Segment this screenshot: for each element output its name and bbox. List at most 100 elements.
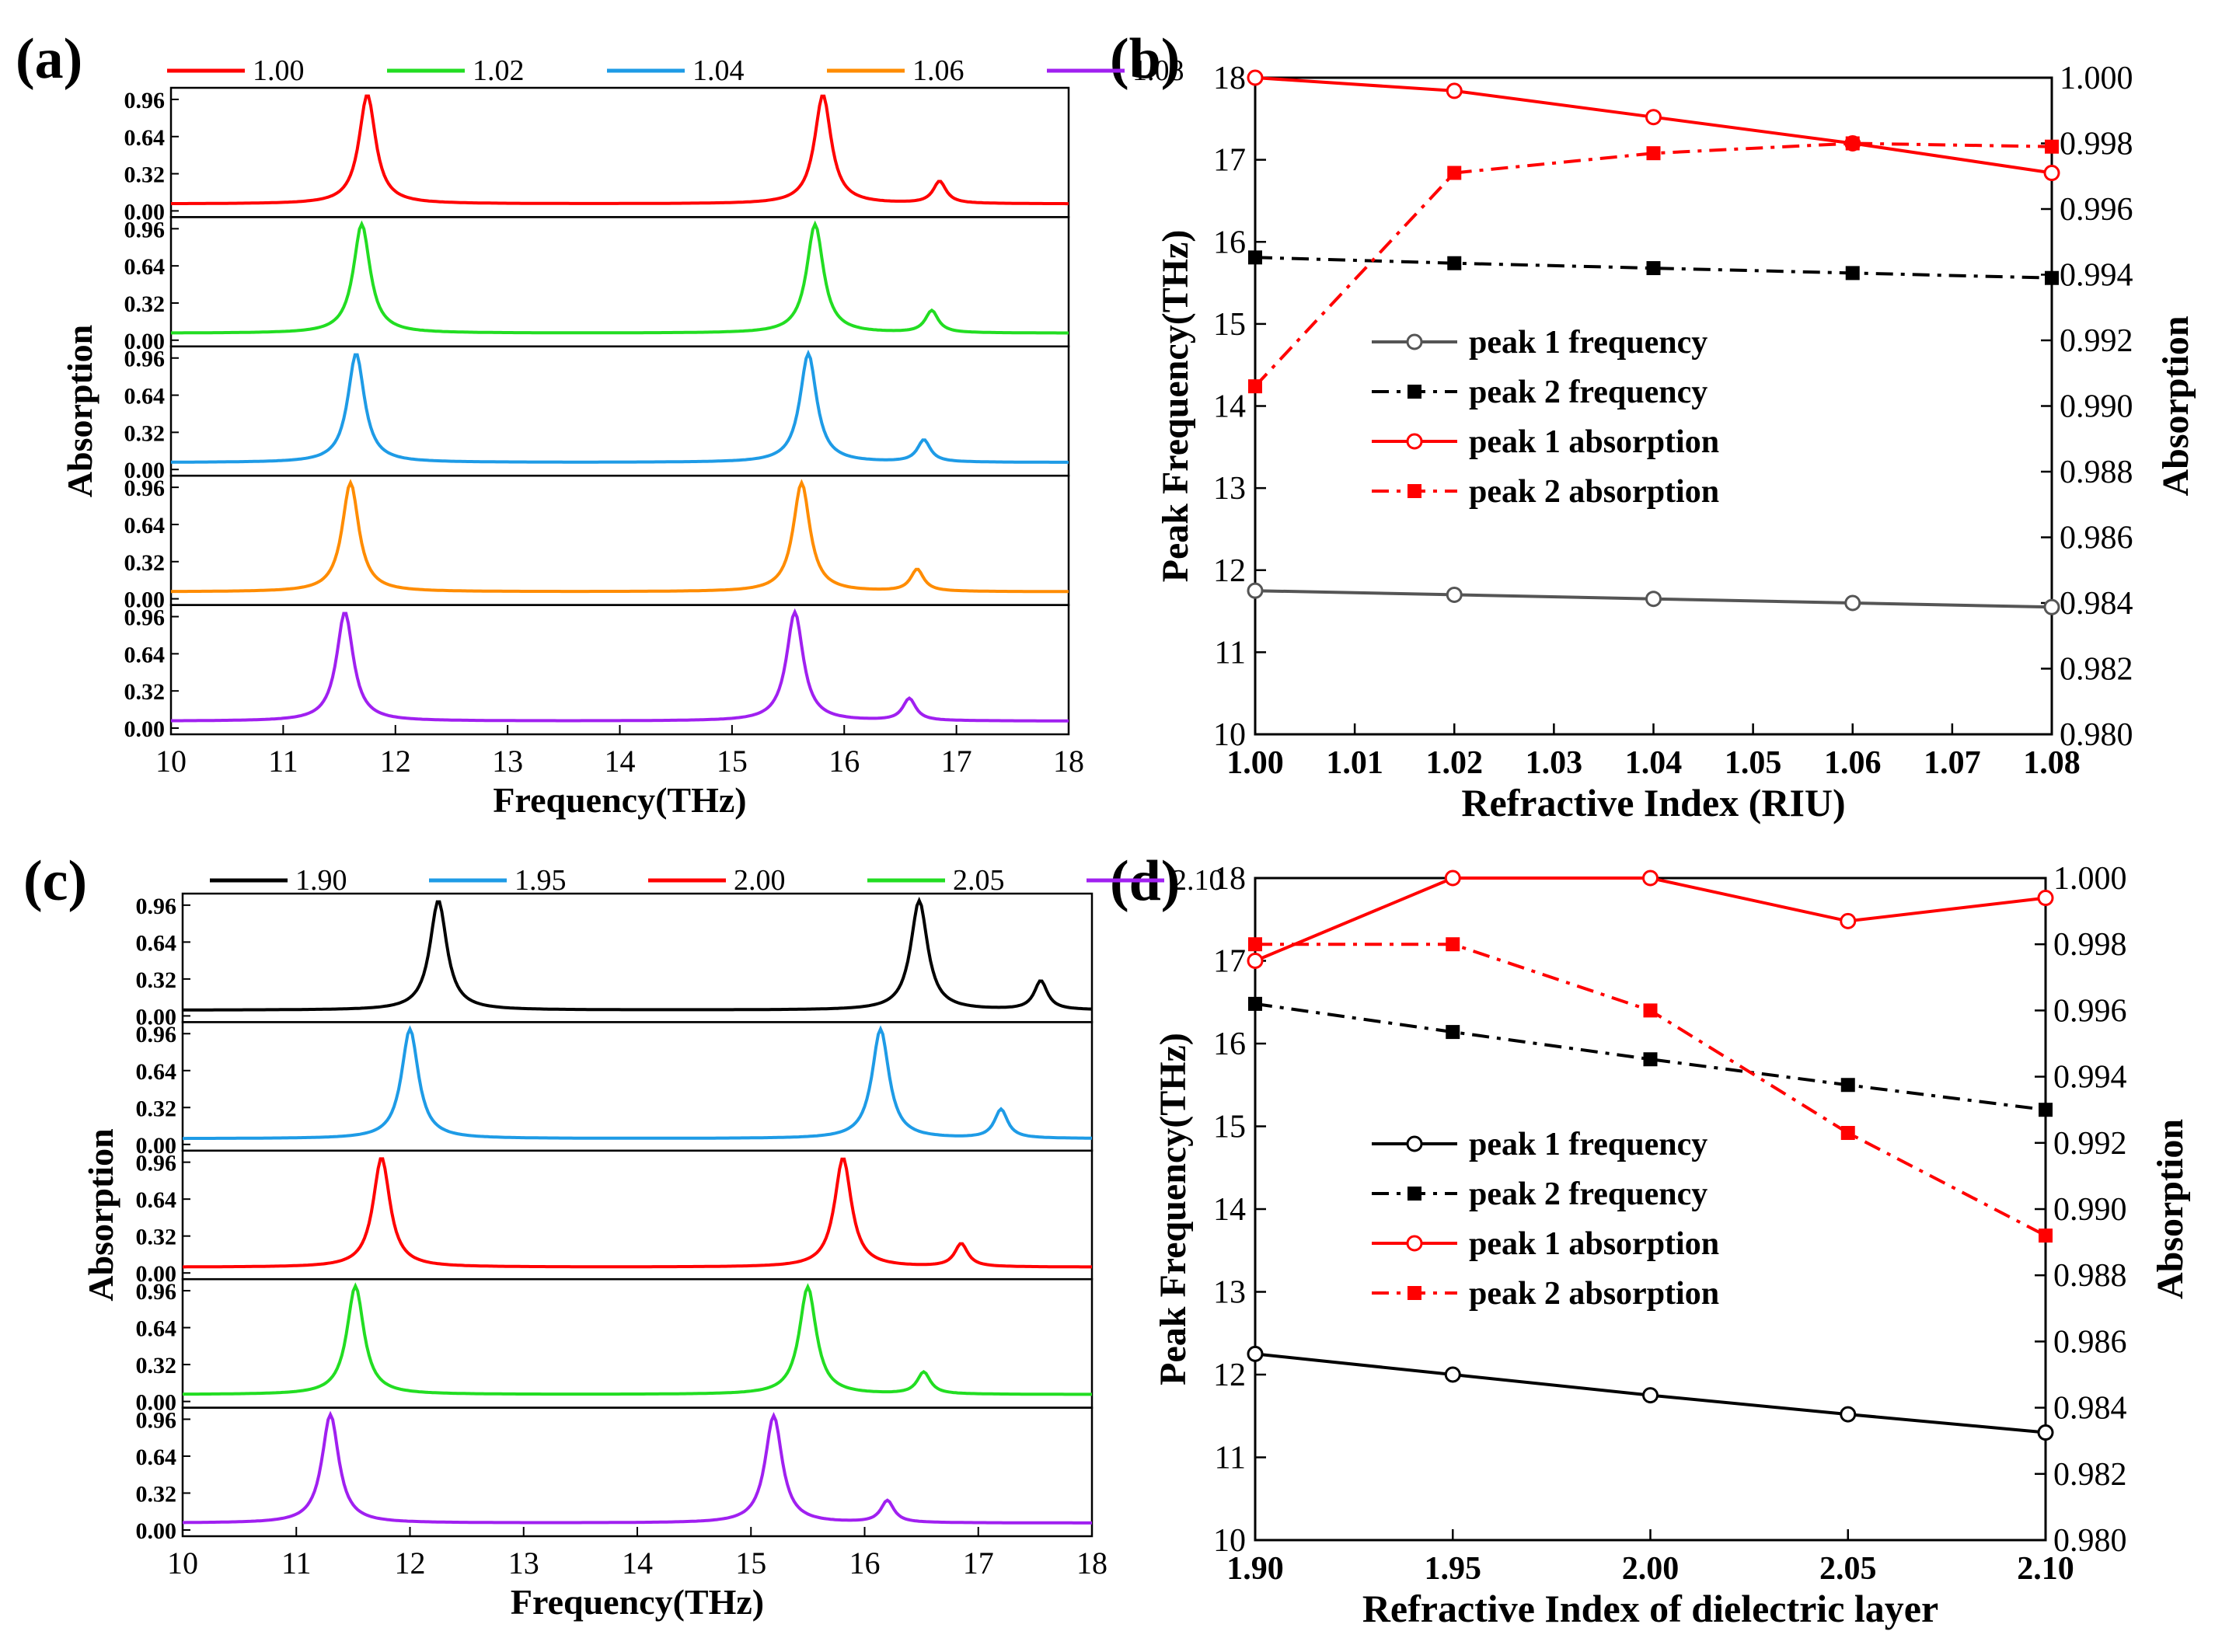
y-tick-label: 0.96 [136, 1022, 177, 1047]
marker-peak-1-absorption [2037, 890, 2054, 907]
legend-label-1-95: 1.95 [515, 864, 567, 897]
legend-marker-peak-1-absorption [1406, 433, 1423, 450]
marker-peak-2-absorption [1248, 937, 1262, 952]
y-right-tick-label: 0.982 [2060, 652, 2133, 688]
y-left-tick-label: 14 [1213, 389, 1246, 425]
marker-peak-2-absorption [1447, 166, 1462, 180]
x-tick-label: 2.10 [2017, 1551, 2074, 1587]
x-axis-title: Refractive Index of dielectric layer [1362, 1587, 1938, 1630]
y-right-tick-label: 0.986 [2053, 1324, 2127, 1360]
y-right-tick-label: 0.990 [2053, 1192, 2127, 1228]
legend-label-1-08: 1.08 [1132, 54, 1184, 87]
legend-label-peak-2-frequency: peak 2 frequency [1469, 375, 1707, 410]
x-tick-label: 12 [380, 744, 411, 779]
y-tick-label: 0.00 [124, 716, 166, 742]
y-tick-label: 0.96 [124, 88, 166, 113]
y-tick-label: 0.64 [124, 642, 166, 667]
marker-peak-1-absorption [1247, 69, 1264, 86]
panel-d-peak-chart: 1.90 1.95 2.00 2.05 2.10 10 11 12 13 14 15 16 17 18 0.… [1153, 861, 2191, 1630]
x-tick-label: 14 [622, 1546, 653, 1581]
y-right-axis-title: Absorption [2155, 315, 2196, 496]
marker-peak-1-frequency [2043, 598, 2060, 615]
x-tick-label: 14 [605, 744, 636, 779]
x-tick-label: 17 [963, 1546, 994, 1581]
y-tick-label: 0.64 [124, 254, 166, 280]
x-tick-label: 1.06 [1824, 745, 1882, 781]
series-line-peak-1-absorption [1254, 877, 2046, 963]
spectrum-line-1-02 [171, 220, 1069, 335]
marker-peak-1-frequency [1645, 591, 1662, 608]
marker-peak-1-frequency [1844, 594, 1861, 612]
legend-marker-peak-1-frequency [1406, 333, 1423, 350]
y-tick-label: 0.32 [136, 1225, 177, 1250]
marker-peak-2-frequency [1646, 261, 1661, 276]
y-right-tick-label: 0.998 [2053, 927, 2127, 963]
y-tick-label: 0.32 [136, 967, 177, 993]
legend-marker-peak-2-absorption [1407, 484, 1421, 498]
marker-peak-2-frequency [2045, 270, 2059, 285]
marker-peak-1-frequency [1247, 582, 1264, 599]
marker-peak-2-absorption [2039, 1229, 2053, 1243]
legend-label-peak-2-frequency: peak 2 frequency [1469, 1176, 1707, 1212]
y-left-tick-label: 11 [1215, 635, 1246, 671]
y-left-tick-label: 12 [1213, 1357, 1246, 1393]
legend-label-peak-2-absorption: peak 2 absorption [1469, 474, 1719, 510]
spectrum-line-2-10 [183, 1410, 1092, 1525]
y-right-tick-label: 0.996 [2053, 993, 2127, 1029]
y-right-tick-label: 1.000 [2060, 61, 2133, 96]
x-axis-title: Frequency(THz) [493, 780, 746, 820]
y-axis-title: Absorption [60, 325, 99, 497]
marker-peak-2-absorption [1845, 136, 1860, 151]
y-left-axis-title: Peak Frequency(THz) [1153, 1033, 1194, 1385]
legend-label-2-10: 2.10 [1172, 864, 1224, 897]
x-tick-label: 10 [167, 1546, 198, 1581]
y-tick-label: 0.96 [136, 1279, 177, 1305]
legend-label-1-90: 1.90 [295, 864, 347, 897]
x-tick-label: 12 [395, 1546, 426, 1581]
spectrum-line-2-05 [182, 1282, 1092, 1396]
y-tick-label: 0.32 [124, 291, 166, 317]
x-axis-title: Refractive Index (RIU) [1461, 781, 1845, 824]
legend-label-1-02: 1.02 [473, 54, 525, 87]
y-tick-label: 0.32 [136, 1353, 177, 1378]
y-left-tick-label: 14 [1213, 1192, 1246, 1228]
y-left-tick-label: 18 [1213, 61, 1246, 96]
y-tick-label: 0.64 [124, 384, 166, 410]
y-right-tick-label: 0.980 [2060, 717, 2133, 753]
x-tick-label: 16 [828, 744, 860, 779]
x-tick-label: 1.08 [2023, 745, 2081, 781]
y-tick-label: 0.00 [136, 1133, 177, 1159]
y-left-tick-label: 17 [1213, 944, 1246, 980]
x-tick-label: 18 [1053, 744, 1084, 779]
spectrum-line-1-00 [171, 94, 1069, 206]
x-tick-label: 1.00 [1226, 745, 1284, 781]
marker-peak-1-frequency [1642, 1387, 1659, 1404]
subplot-frame-1-02 [169, 216, 1070, 348]
spectrum-line-1-08 [171, 608, 1069, 723]
legend-label-peak-1-frequency: peak 1 frequency [1469, 325, 1707, 361]
panel-b-label: (b) [1110, 27, 1180, 91]
legend-label-peak-1-absorption: peak 1 absorption [1469, 424, 1719, 460]
y-right-tick-label: 0.984 [2060, 586, 2133, 622]
y-right-tick-label: 0.996 [2060, 192, 2133, 228]
y-tick-label: 0.64 [136, 1059, 177, 1085]
legend-marker-peak-2-absorption [1407, 1286, 1421, 1300]
legend-marker-peak-2-frequency [1407, 1187, 1421, 1201]
spectrum-line-1-06 [170, 479, 1069, 594]
legend-label-1-00: 1.00 [253, 54, 305, 87]
y-right-tick-label: 0.986 [2060, 521, 2133, 556]
y-tick-label: 0.00 [124, 587, 166, 613]
y-left-tick-label: 13 [1213, 471, 1246, 507]
x-tick-label: 18 [1076, 1546, 1108, 1581]
marker-peak-1-absorption [2043, 165, 2060, 182]
y-left-axis-title: Peak Frequency(THz) [1155, 230, 1196, 583]
y-left-tick-label: 15 [1213, 1110, 1246, 1145]
x-tick-label: 1.90 [1226, 1551, 1284, 1587]
subplot-frame-2-05 [181, 1277, 1094, 1409]
y-right-tick-label: 0.998 [2060, 127, 2133, 162]
y-tick-label: 0.64 [136, 1187, 177, 1213]
spectrum-line-2-00 [183, 1157, 1092, 1269]
y-tick-label: 0.00 [136, 1390, 177, 1416]
y-left-tick-label: 16 [1213, 225, 1246, 260]
